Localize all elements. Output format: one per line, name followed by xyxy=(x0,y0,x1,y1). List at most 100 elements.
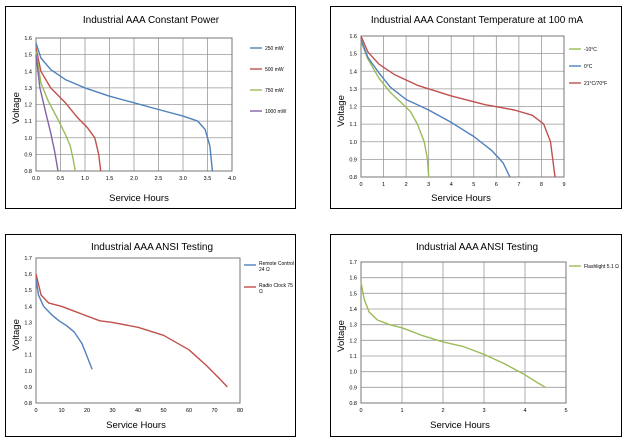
x-tick-label: 8 xyxy=(540,182,543,188)
x-tick-label: 2.0 xyxy=(130,176,138,182)
series-line-0 xyxy=(35,42,214,172)
chart-panel-3: Industrial AAA ANSI Testing 0 10 20 30 40 50 60… xyxy=(5,234,296,437)
legend-entry-1: Radio Clock 75 Ω xyxy=(259,283,293,295)
x-tick-label: 2.5 xyxy=(155,176,163,182)
y-tick-label: 1.1 xyxy=(24,353,32,359)
chart-svg-4: Industrial AAA ANSI Testing 0 1 2 3 4 5 0.8 0.9 1… xyxy=(336,242,619,431)
plot-area xyxy=(35,257,241,404)
legend-entry-3: 1000 mW xyxy=(265,109,287,115)
series-line-0 xyxy=(360,282,546,388)
x-tick-label: 0.5 xyxy=(57,176,65,182)
x-tick-label: 70 xyxy=(211,408,217,414)
x-tick-label: 5 xyxy=(472,182,475,188)
y-tick-label: 1.3 xyxy=(349,87,357,93)
y-tick-label: 0.8 xyxy=(24,401,32,407)
y-tick-label: 1.7 xyxy=(349,260,357,266)
series-line-2 xyxy=(360,35,556,178)
y-axis-label: Voltage xyxy=(11,319,22,351)
y-tick-label: 1.3 xyxy=(349,323,357,329)
x-tick-label: 3 xyxy=(482,408,485,414)
y-tick-label: 1.0 xyxy=(349,370,357,376)
x-tick-label: 9 xyxy=(562,182,565,188)
x-tick-label: 4 xyxy=(450,182,453,188)
series-line-0 xyxy=(360,41,430,178)
y-tick-label: 1.5 xyxy=(24,53,32,59)
x-tick-label: 30 xyxy=(109,408,115,414)
x-tick-label: 2 xyxy=(441,408,444,414)
y-tick-label: 1.1 xyxy=(349,122,357,128)
x-tick-label: 60 xyxy=(186,408,192,414)
x-tick-label: 5 xyxy=(564,408,567,414)
legend-entry-0: -10°C xyxy=(584,47,597,53)
plot-area xyxy=(360,35,565,178)
legend-entry-2: 750 mW xyxy=(265,88,284,94)
series-line-2 xyxy=(35,51,76,172)
y-tick-label: 1.5 xyxy=(24,288,32,294)
legend-entry-0: 250 mW xyxy=(265,46,284,52)
y-tick-label: 1.2 xyxy=(349,105,357,111)
x-tick-label: 80 xyxy=(237,408,243,414)
y-tick-label: 1.6 xyxy=(24,272,32,278)
y-axis-label: Voltage xyxy=(336,320,347,352)
x-axis-label: Service Hours xyxy=(430,420,490,431)
x-tick-label: 7 xyxy=(517,182,520,188)
y-tick-label: 1.3 xyxy=(24,320,32,326)
chart-panel-1: Industrial AAA Constant Power 0.0 0.5 1.0 1.… xyxy=(5,6,296,209)
x-tick-label: 1.0 xyxy=(81,176,89,182)
x-axis-label: Service Hours xyxy=(431,193,491,204)
legend-entry-0: Remote Control 24 Ω xyxy=(259,261,294,273)
y-tick-label: 1.2 xyxy=(24,103,32,109)
x-tick-label: 0 xyxy=(34,408,37,414)
y-tick-label: 1.4 xyxy=(349,69,357,75)
x-tick-label: 50 xyxy=(160,408,166,414)
y-tick-label: 1.4 xyxy=(24,69,32,75)
x-tick-label: 6 xyxy=(495,182,498,188)
series-line-1 xyxy=(35,47,102,172)
plot-area xyxy=(35,37,233,172)
series-line-1 xyxy=(35,273,228,388)
y-tick-label: 1.2 xyxy=(349,338,357,344)
x-tick-label: 1.5 xyxy=(106,176,114,182)
y-tick-label: 0.8 xyxy=(24,169,32,175)
y-tick-label: 1.7 xyxy=(24,256,32,262)
y-axis-label: Voltage xyxy=(11,92,22,124)
series-line-0 xyxy=(35,278,93,370)
y-tick-label: 0.8 xyxy=(349,401,357,407)
x-tick-label: 4.0 xyxy=(228,176,236,182)
series-line-3 xyxy=(35,54,59,172)
plot-area xyxy=(360,261,567,404)
y-tick-label: 1.3 xyxy=(24,86,32,92)
legend-entry-0: Flashlight 5.1 Ω xyxy=(584,264,619,270)
y-tick-label: 0.9 xyxy=(349,157,357,163)
chart-svg-3: Industrial AAA ANSI Testing 0 10 20 30 40 50 60… xyxy=(11,242,294,431)
x-tick-label: 40 xyxy=(135,408,141,414)
y-tick-label: 1.5 xyxy=(349,52,357,58)
y-tick-label: 1.6 xyxy=(24,36,32,42)
x-tick-label: 3.0 xyxy=(179,176,187,182)
x-tick-label: 1 xyxy=(382,182,385,188)
y-tick-label: 0.8 xyxy=(349,175,357,181)
chart-svg-1: Industrial AAA Constant Power 0.0 0.5 1.0 1.… xyxy=(11,15,287,204)
x-tick-label: 3.5 xyxy=(204,176,212,182)
y-tick-label: 1.0 xyxy=(24,369,32,375)
y-tick-label: 0.9 xyxy=(24,152,32,158)
y-axis-label: Voltage xyxy=(336,95,347,127)
legend-entry-1: 500 mW xyxy=(265,67,284,73)
x-axis-label: Service Hours xyxy=(106,420,166,431)
y-tick-label: 1.0 xyxy=(349,140,357,146)
chart-title: Industrial AAA Constant Temperature at 1… xyxy=(371,15,583,26)
legend-entry-2: 21°C/70°F xyxy=(584,81,607,87)
y-tick-label: 1.6 xyxy=(349,34,357,40)
chart-svg-2: Industrial AAA Constant Temperature at 1… xyxy=(336,15,607,204)
chart-title: Industrial AAA Constant Power xyxy=(83,15,220,26)
y-tick-label: 1.4 xyxy=(24,304,32,310)
x-axis-label: Service Hours xyxy=(109,193,169,204)
y-tick-label: 1.2 xyxy=(24,337,32,343)
x-tick-label: 0 xyxy=(359,408,362,414)
y-tick-label: 0.9 xyxy=(24,385,32,391)
x-tick-label: 4 xyxy=(523,408,526,414)
y-tick-label: 1.6 xyxy=(349,276,357,282)
y-tick-label: 1.0 xyxy=(24,136,32,142)
legend-entry-1: 0°C xyxy=(584,64,593,70)
x-tick-label: 10 xyxy=(58,408,64,414)
